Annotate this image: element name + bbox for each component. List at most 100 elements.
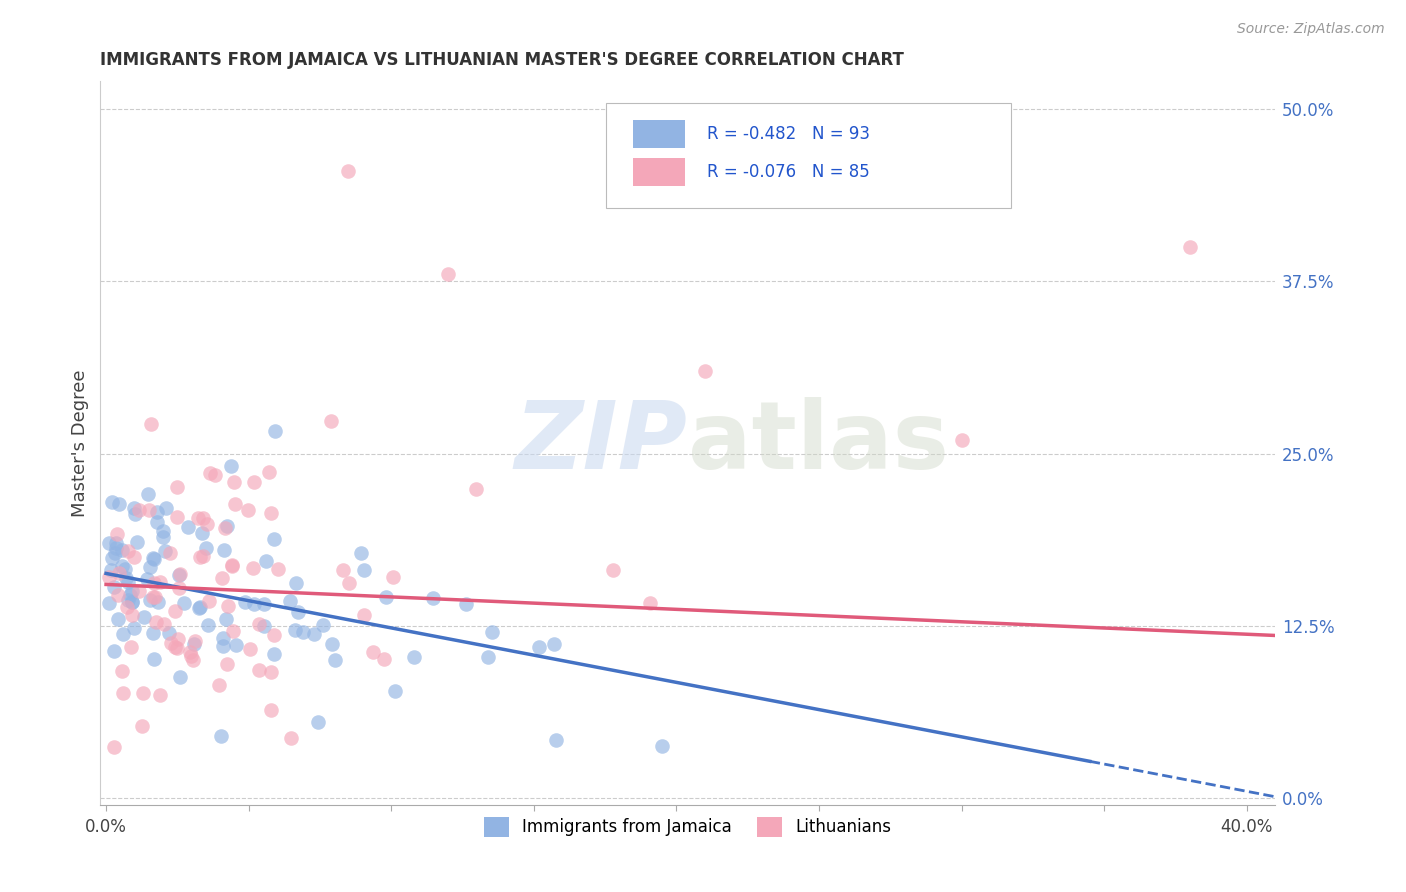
Point [465, 482, 488, 496]
Point [124, 621, 146, 635]
Point [114, 571, 136, 585]
Point [280, 731, 302, 746]
Point [117, 600, 139, 615]
Point [143, 576, 166, 591]
Point [152, 530, 174, 544]
Point [222, 475, 245, 489]
Text: R = -0.482   N = 93: R = -0.482 N = 93 [707, 125, 869, 144]
Point [287, 605, 309, 619]
Legend: Immigrants from Jamaica, Lithuanians: Immigrants from Jamaica, Lithuanians [478, 810, 898, 844]
Point [302, 627, 325, 641]
Point [195, 516, 218, 531]
Point [204, 468, 226, 483]
Point [950, 433, 973, 447]
Point [183, 637, 205, 651]
Point [103, 643, 125, 657]
Point [247, 616, 270, 631]
Point [253, 598, 276, 612]
Point [217, 599, 239, 613]
Point [122, 500, 145, 515]
Point [263, 532, 285, 546]
Point [337, 576, 360, 591]
Point [217, 519, 239, 533]
Point [267, 562, 290, 576]
Point [1178, 240, 1201, 254]
Point [225, 639, 247, 653]
Point [153, 544, 176, 558]
Point [139, 417, 162, 431]
Point [108, 497, 131, 511]
Point [197, 617, 219, 632]
Text: ZIP: ZIP [515, 397, 688, 489]
Point [131, 719, 153, 733]
Point [177, 520, 200, 534]
Point [146, 595, 169, 609]
Point [195, 541, 218, 556]
Point [224, 497, 246, 511]
Point [155, 501, 177, 516]
Text: IMMIGRANTS FROM JAMAICA VS LITHUANIAN MASTER'S DEGREE CORRELATION CHART: IMMIGRANTS FROM JAMAICA VS LITHUANIAN MA… [100, 51, 904, 69]
Point [353, 607, 375, 622]
Point [211, 571, 233, 585]
Point [104, 541, 127, 555]
Point [188, 549, 211, 564]
Point [527, 640, 550, 655]
Point [263, 628, 285, 642]
Point [111, 627, 134, 641]
Point [215, 612, 238, 626]
Point [145, 505, 167, 519]
Point [284, 576, 307, 591]
Point [200, 466, 222, 480]
Point [143, 590, 166, 604]
Point [257, 465, 280, 479]
Point [332, 563, 354, 577]
Point [363, 644, 385, 658]
Point [373, 651, 395, 665]
Point [337, 164, 360, 178]
Point [183, 653, 205, 667]
Point [543, 637, 565, 651]
Point [375, 590, 398, 604]
Bar [633, 158, 685, 186]
Point [117, 593, 139, 607]
Point [145, 615, 167, 629]
Point [187, 510, 209, 524]
Y-axis label: Master's Degree: Master's Degree [72, 369, 89, 517]
Point [454, 597, 477, 611]
Point [259, 665, 281, 679]
Point [166, 510, 188, 524]
Point [602, 563, 624, 577]
Point [159, 546, 181, 560]
Point [221, 624, 243, 639]
Point [120, 640, 142, 654]
Point [157, 626, 180, 640]
Point [323, 653, 346, 667]
Point [139, 592, 162, 607]
Point [243, 475, 266, 490]
Point [142, 652, 165, 666]
Point [188, 599, 211, 614]
Point [264, 424, 287, 438]
Point [236, 503, 259, 517]
Point [114, 562, 136, 576]
Point [142, 590, 165, 604]
Point [212, 631, 235, 645]
Point [107, 588, 129, 602]
Text: atlas: atlas [688, 397, 949, 489]
Point [404, 650, 426, 665]
Point [214, 521, 236, 535]
Point [209, 729, 232, 743]
Point [693, 364, 716, 378]
Point [97, 596, 120, 610]
Point [169, 670, 191, 684]
Point [321, 637, 343, 651]
Point [132, 686, 155, 700]
Point [278, 594, 301, 608]
Point [284, 623, 307, 637]
Point [142, 626, 165, 640]
Point [134, 609, 156, 624]
Point [263, 647, 285, 661]
Point [187, 601, 209, 615]
Point [122, 550, 145, 565]
Point [128, 584, 150, 599]
